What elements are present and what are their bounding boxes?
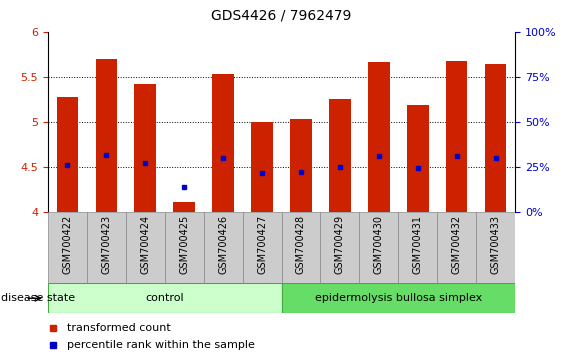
Bar xyxy=(87,212,126,283)
Bar xyxy=(57,97,78,212)
Bar xyxy=(329,99,351,212)
Bar xyxy=(282,283,515,313)
Bar xyxy=(204,212,243,283)
Bar xyxy=(96,59,117,212)
Text: GSM700424: GSM700424 xyxy=(140,215,150,274)
Text: GSM700433: GSM700433 xyxy=(491,215,501,274)
Text: GDS4426 / 7962479: GDS4426 / 7962479 xyxy=(211,9,352,23)
Bar xyxy=(135,84,156,212)
Bar xyxy=(243,212,282,283)
Bar xyxy=(173,201,195,212)
Bar xyxy=(485,64,506,212)
Text: GSM700427: GSM700427 xyxy=(257,215,267,274)
Text: disease state: disease state xyxy=(1,293,75,303)
Bar xyxy=(165,212,204,283)
Bar xyxy=(48,283,282,313)
Text: GSM700429: GSM700429 xyxy=(335,215,345,274)
Text: GSM700426: GSM700426 xyxy=(218,215,228,274)
Bar xyxy=(48,212,87,283)
Bar xyxy=(359,212,399,283)
Text: GSM700422: GSM700422 xyxy=(62,215,72,274)
Bar xyxy=(407,105,428,212)
Text: GSM700432: GSM700432 xyxy=(452,215,462,274)
Bar xyxy=(446,61,467,212)
Text: transformed count: transformed count xyxy=(66,322,170,332)
Bar xyxy=(212,74,234,212)
Text: GSM700423: GSM700423 xyxy=(101,215,111,274)
Bar xyxy=(476,212,515,283)
Bar xyxy=(399,212,437,283)
Bar xyxy=(251,122,272,212)
Bar xyxy=(126,212,165,283)
Bar xyxy=(291,119,312,212)
Text: GSM700425: GSM700425 xyxy=(179,215,189,274)
Bar xyxy=(320,212,359,283)
Text: percentile rank within the sample: percentile rank within the sample xyxy=(66,340,254,350)
Text: control: control xyxy=(145,293,184,303)
Bar xyxy=(437,212,476,283)
Text: GSM700430: GSM700430 xyxy=(374,215,384,274)
Text: epidermolysis bullosa simplex: epidermolysis bullosa simplex xyxy=(315,293,482,303)
Text: GSM700431: GSM700431 xyxy=(413,215,423,274)
Bar xyxy=(282,212,320,283)
Text: GSM700428: GSM700428 xyxy=(296,215,306,274)
Bar xyxy=(368,62,390,212)
